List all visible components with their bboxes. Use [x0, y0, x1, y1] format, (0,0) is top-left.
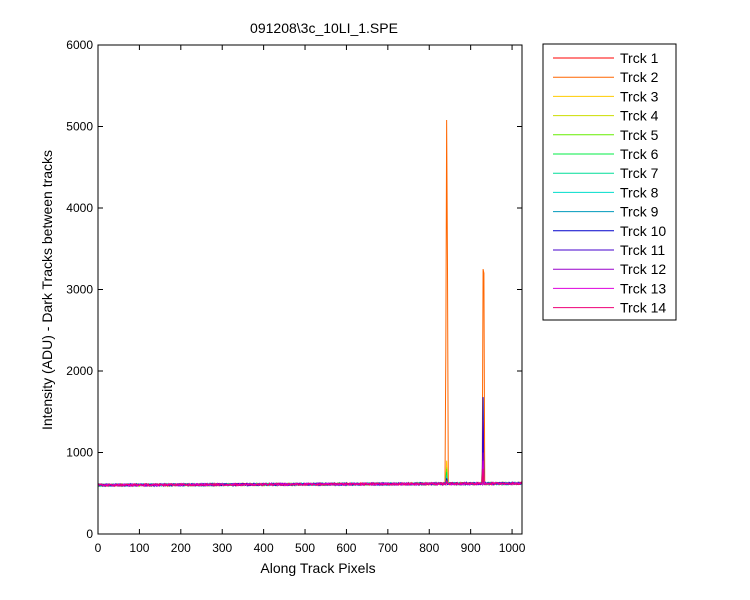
legend-box — [542, 43, 677, 321]
x-tick-label: 700 — [378, 541, 398, 555]
legend-label: Trck 8 — [620, 184, 659, 200]
chart-title: 091208\3c_10LI_1.SPE — [250, 20, 398, 36]
y-tick-label: 4000 — [66, 201, 93, 215]
axes-layer: 0 100 200 300 400 500 600 700 800 900 1000 0 1000 200… — [66, 38, 525, 555]
legend-label: Trck 11 — [620, 242, 665, 258]
y-tick-label: 3000 — [66, 283, 93, 297]
x-tick-label: 500 — [295, 541, 315, 555]
series-line-10 — [97, 397, 523, 488]
x-tick-label: 100 — [129, 541, 149, 555]
y-tick-label: 6000 — [66, 38, 93, 52]
series-line-12 — [97, 452, 523, 487]
legend-label: Trck 10 — [620, 223, 666, 239]
series-line-14 — [97, 468, 523, 488]
legend: Trck 1 Trck 2 Trck 3 Trck 4 Trck 5 Trck 6 Trck… — [542, 43, 677, 321]
x-tick-label: 400 — [254, 541, 274, 555]
legend-label: Trck 13 — [620, 280, 666, 296]
series-line-11 — [97, 419, 523, 488]
x-tick-label: 300 — [212, 541, 232, 555]
x-tick-label: 1000 — [499, 541, 526, 555]
x-tick-label: 200 — [171, 541, 191, 555]
series-line-13 — [97, 460, 523, 488]
x-tick-label: 800 — [419, 541, 439, 555]
legend-label: Trck 1 — [620, 50, 659, 66]
y-tick-label: 5000 — [66, 120, 93, 134]
legend-label: Trck 5 — [620, 127, 659, 143]
legend-label: Trck 7 — [620, 165, 659, 181]
y-axis-title: Intensity (ADU) - Dark Tracks between tr… — [39, 150, 55, 430]
legend-label: Trck 2 — [620, 69, 659, 85]
series-layer — [97, 119, 523, 488]
x-axis-title: Along Track Pixels — [260, 560, 375, 576]
legend-label: Trck 3 — [620, 88, 659, 104]
legend-label: Trck 14 — [620, 300, 666, 316]
y-tick-label: 1000 — [66, 446, 93, 460]
legend-items: Trck 1 Trck 2 Trck 3 Trck 4 Trck 5 Trck 6 Trck… — [553, 50, 666, 316]
y-tick-label: 2000 — [66, 364, 93, 378]
series-line-3 — [97, 460, 523, 488]
x-tick-label: 900 — [461, 541, 481, 555]
legend-label: Trck 4 — [620, 108, 659, 124]
legend-label: Trck 12 — [620, 261, 666, 277]
y-tick-label: 0 — [86, 527, 93, 541]
legend-label: Trck 9 — [620, 204, 659, 220]
x-tick-label: 600 — [336, 541, 356, 555]
series-line-2 — [97, 119, 523, 488]
plot-frame — [97, 44, 523, 535]
legend-label: Trck 6 — [620, 146, 659, 162]
x-tick-label: 0 — [95, 541, 102, 555]
